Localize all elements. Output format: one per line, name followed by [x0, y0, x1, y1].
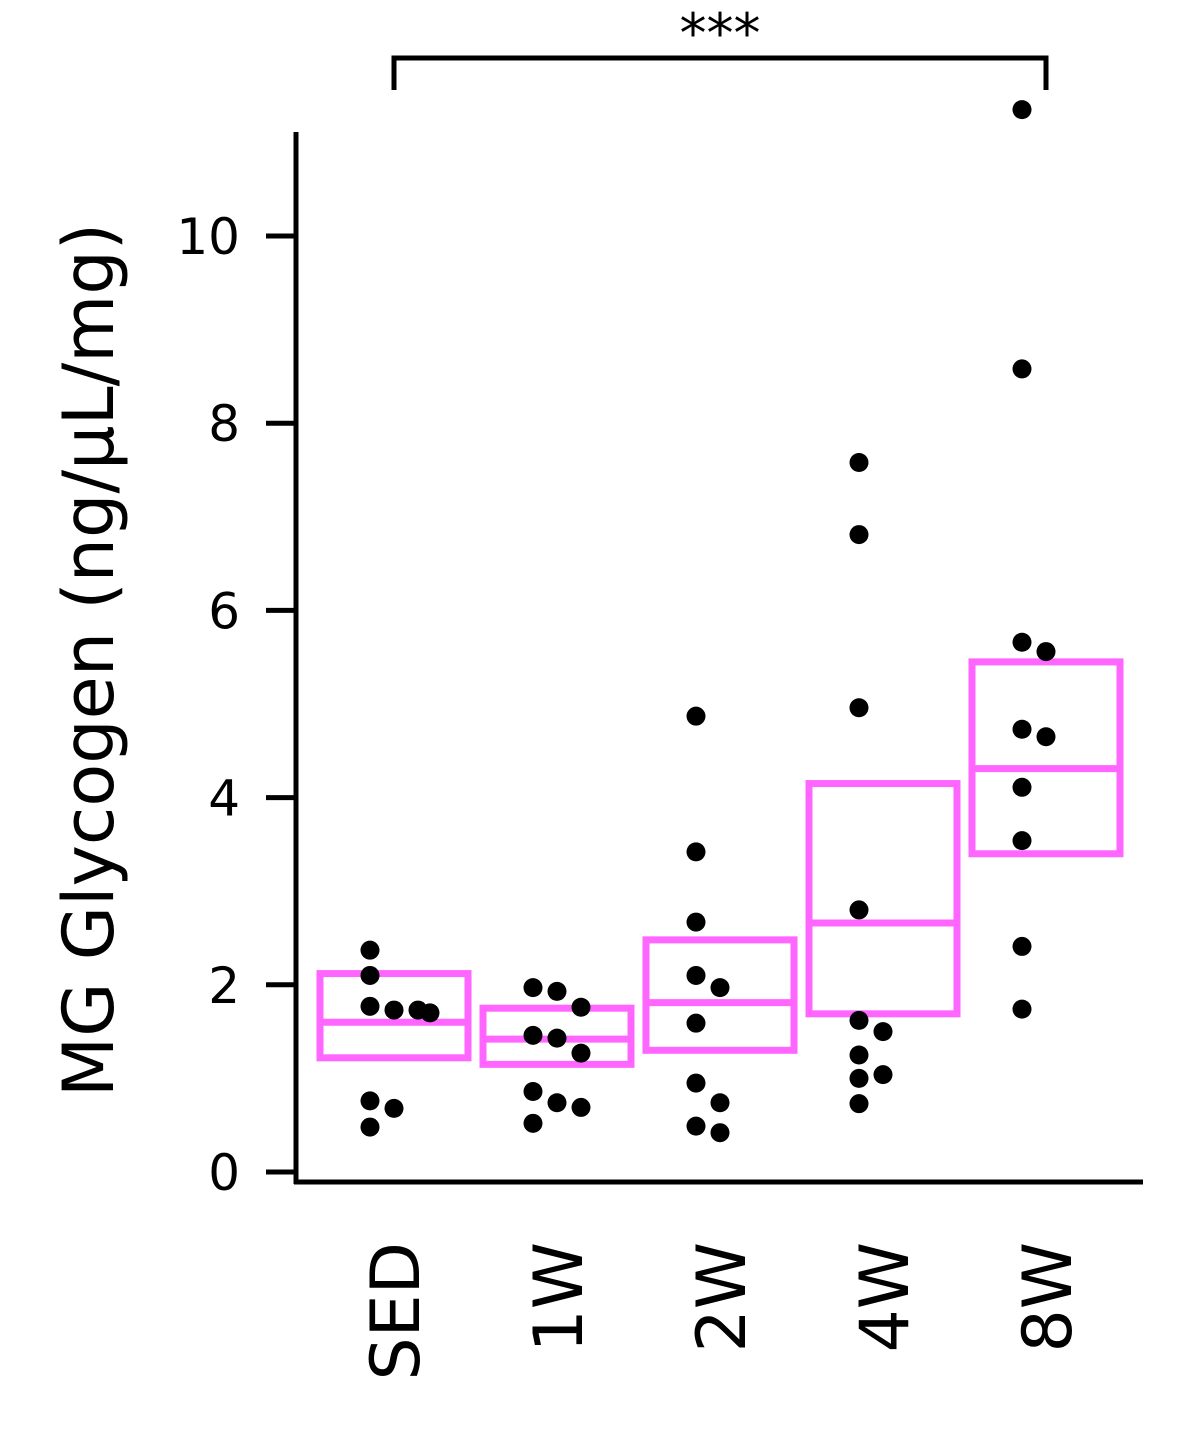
data-point [384, 1000, 404, 1020]
data-point [547, 981, 567, 1001]
data-point [686, 1073, 706, 1093]
box-8W [968, 658, 1124, 858]
data-point [1036, 727, 1056, 747]
data-point [686, 706, 706, 726]
y-tick-label: 8 [208, 395, 240, 453]
category-label-8W: 8W [1009, 1242, 1088, 1353]
data-point [384, 1098, 404, 1118]
data-point [547, 1028, 567, 1048]
data-point [849, 1045, 869, 1065]
category-label-1W: 1W [520, 1242, 599, 1353]
data-point [686, 965, 706, 985]
y-tick-label: 4 [208, 770, 240, 828]
data-point [571, 997, 591, 1017]
data-point [547, 1093, 567, 1113]
category-label-2W: 2W [683, 1242, 762, 1353]
data-point [710, 1093, 730, 1113]
data-point [873, 1022, 893, 1042]
points [360, 100, 1056, 1143]
box-SED [316, 970, 472, 1062]
data-point [686, 842, 706, 862]
data-point [1012, 936, 1032, 956]
data-point [1012, 359, 1032, 379]
data-point [523, 1082, 543, 1102]
data-point [523, 978, 543, 998]
data-point [1012, 632, 1032, 652]
data-point [360, 1117, 380, 1137]
data-point [849, 453, 869, 473]
data-point [360, 996, 380, 1016]
boxes [316, 658, 1124, 1068]
data-point [420, 1003, 440, 1023]
data-point [849, 525, 869, 545]
data-point [360, 965, 380, 985]
data-point [1012, 999, 1032, 1019]
data-point [1036, 642, 1056, 662]
data-point [849, 698, 869, 718]
data-point [523, 1113, 543, 1133]
data-point [360, 1091, 380, 1111]
box-2W [642, 936, 798, 1054]
data-point [1012, 719, 1032, 739]
data-point [710, 1123, 730, 1143]
data-point [686, 1013, 706, 1033]
y-tick-label: 6 [208, 582, 240, 640]
axes [293, 132, 1143, 1185]
category-label-SED: SED [357, 1242, 436, 1381]
category-labels: SED 1W 2W 4W 8W [357, 1242, 1088, 1381]
significance-bracket-line [391, 55, 1049, 90]
y-ticks: 0 2 4 6 8 10 [176, 208, 296, 1202]
data-point [1012, 100, 1032, 120]
y-tick-label: 2 [208, 957, 240, 1015]
data-point [686, 912, 706, 932]
data-point [1012, 831, 1032, 851]
category-label-4W: 4W [846, 1242, 925, 1353]
data-point [360, 940, 380, 960]
data-point [1012, 777, 1032, 797]
data-point [571, 1043, 591, 1063]
data-point [571, 1097, 591, 1117]
data-point [849, 1010, 869, 1030]
data-point [523, 1025, 543, 1045]
significance-bracket: *** [391, 2, 1049, 90]
data-point [873, 1065, 893, 1085]
data-point [710, 978, 730, 998]
y-tick-label: 0 [208, 1144, 240, 1202]
data-point [686, 1116, 706, 1136]
data-point [849, 1094, 869, 1114]
box-4W [805, 780, 961, 1018]
data-point [849, 900, 869, 920]
y-axis-title: MG Glycogen (ng/μL/mg) [48, 223, 130, 1097]
significance-label: *** [680, 2, 761, 65]
y-tick-label: 10 [176, 208, 240, 266]
data-point [849, 1068, 869, 1088]
